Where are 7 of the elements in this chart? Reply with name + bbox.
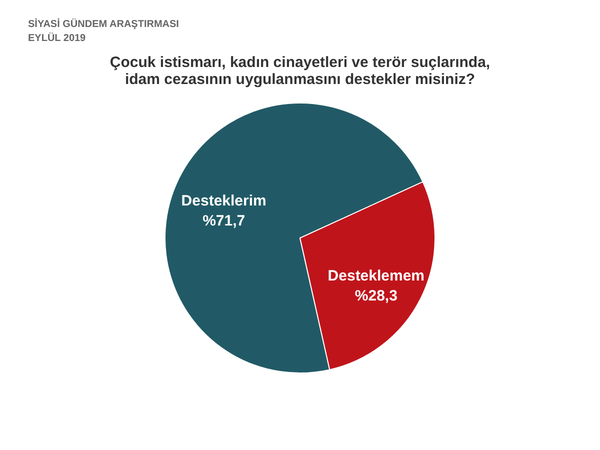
data-label: %28,3 — [354, 288, 398, 305]
slice-label: Desteklerim — [181, 192, 266, 210]
text: SİYASİ GÜNDEM ARAŞTIRMASI — [28, 18, 179, 32]
chart-title: Çocuk istismarı, kadın cinayetleri ve terör suçlarında, idam cezasının uygulanmasını destekler misiniz? — [110, 54, 490, 88]
slice-label: Desteklemem — [328, 268, 425, 285]
data-label: %71,7 — [202, 212, 246, 230]
text: EYLÜL 2019 — [28, 32, 87, 46]
